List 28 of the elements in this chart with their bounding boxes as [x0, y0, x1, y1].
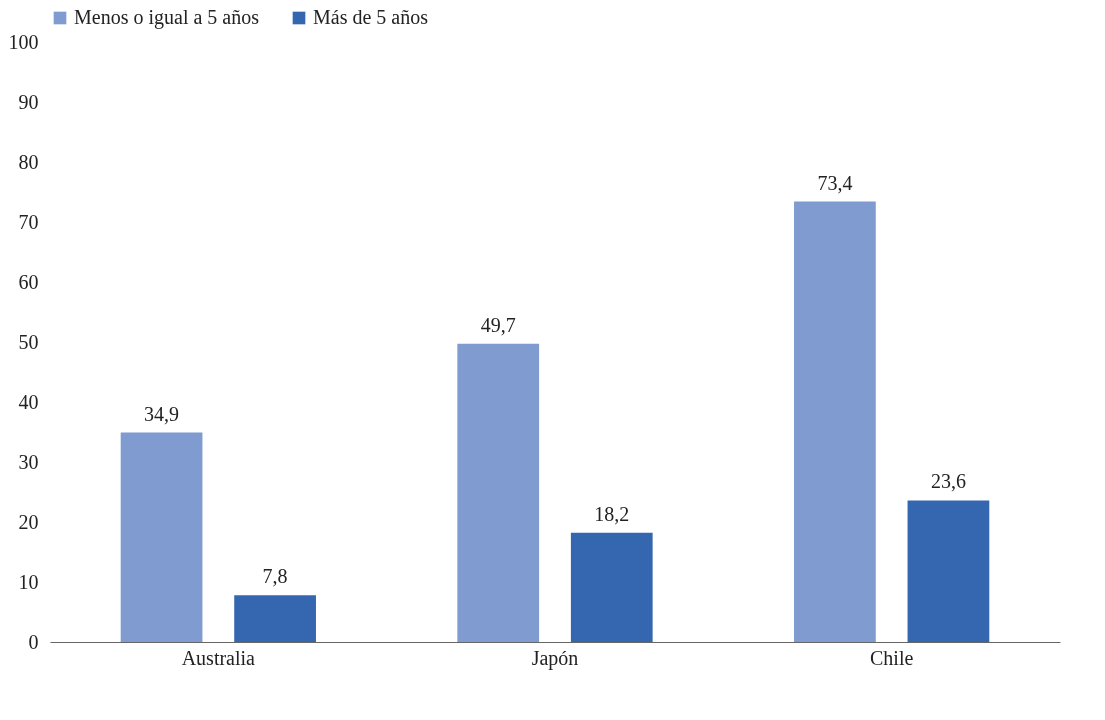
data-label: 18,2 [594, 502, 630, 525]
x-tick-label: Chile [869, 646, 914, 669]
data-label: 49,7 [480, 313, 516, 336]
bar [457, 343, 540, 642]
bar [234, 595, 316, 642]
x-tick-label: Japón [531, 646, 579, 670]
bar [570, 532, 653, 642]
data-label: 23,6 [930, 470, 966, 493]
x-tick-label: Australia [181, 646, 256, 669]
y-tick-label: 20 [18, 510, 39, 533]
y-tick-label: 40 [18, 390, 39, 413]
data-label: 34,9 [144, 402, 180, 425]
y-tick-label: 70 [18, 210, 39, 233]
y-tick-label: 100 [8, 30, 39, 53]
y-tick-label: 80 [18, 150, 39, 173]
data-label: 7,8 [262, 565, 288, 588]
y-tick-label: 10 [18, 570, 39, 593]
bar [120, 432, 203, 642]
data-label: 73,4 [817, 171, 853, 194]
y-tick-label: 90 [18, 90, 39, 113]
bar [907, 500, 990, 642]
legend-label: Menos o igual a 5 años [74, 6, 260, 29]
y-tick-label: 60 [18, 270, 39, 293]
legend-label: Más de 5 años [313, 6, 429, 28]
bar [794, 201, 876, 642]
y-tick-label: 30 [18, 450, 39, 473]
y-tick-label: 0 [28, 630, 39, 653]
y-tick-label: 50 [18, 330, 39, 353]
